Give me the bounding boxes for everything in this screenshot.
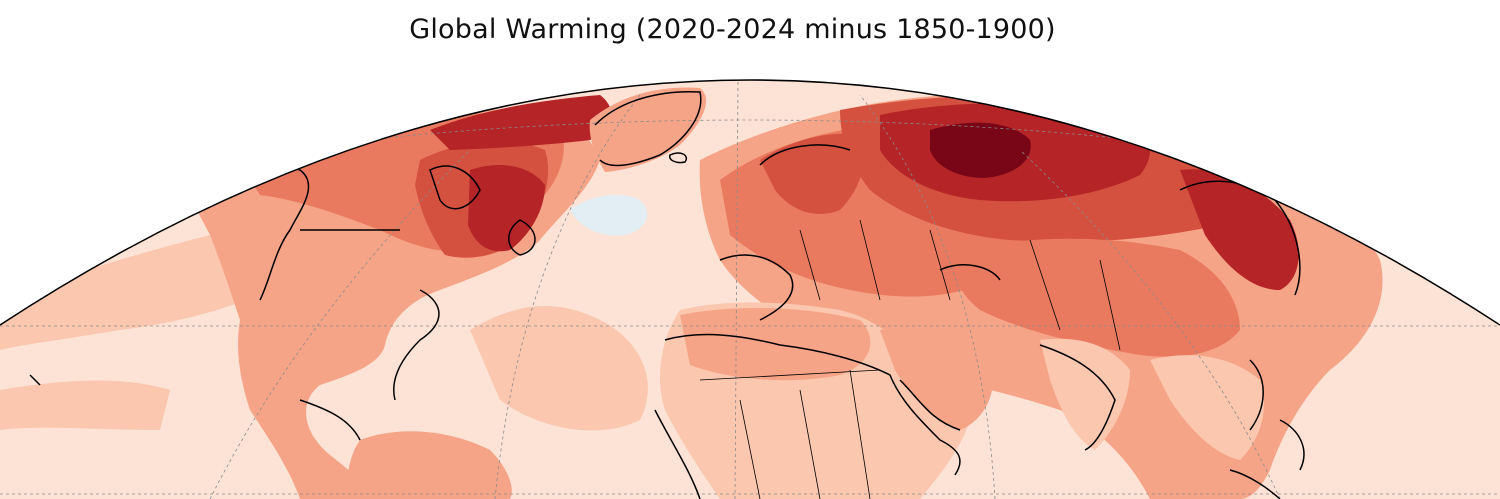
india (1040, 338, 1130, 450)
graticule (0, 80, 1500, 499)
arctic-archipelago (430, 95, 611, 150)
southeast-asia (1150, 355, 1264, 460)
arabia (880, 328, 994, 430)
siberia-hotspot (930, 122, 1031, 178)
labrador-deep (468, 165, 545, 252)
north-atlantic-cool-patch (570, 194, 648, 236)
map-title: Global Warming (2020-2024 minus 1850-190… (409, 14, 1056, 45)
scandinavia (760, 133, 864, 214)
pacific-lower-band (0, 380, 170, 430)
central-asia (955, 238, 1240, 357)
east-siberia-hotspot (1180, 169, 1299, 290)
atlantic-pale-band (470, 306, 648, 431)
south-america-top (347, 431, 512, 499)
globe-outline (0, 79, 1500, 326)
greenland (589, 87, 707, 172)
country-borders (699, 219, 1121, 499)
